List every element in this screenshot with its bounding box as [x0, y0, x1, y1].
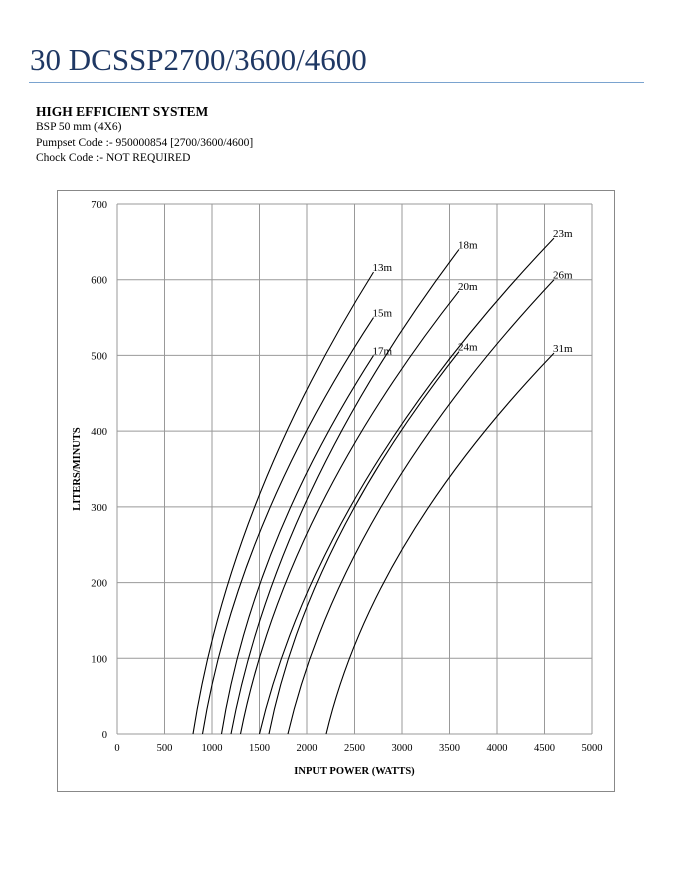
chart-frame [57, 190, 615, 792]
series-line-31m [325, 352, 555, 735]
y-axis-label: LITERS/MINUTS [72, 427, 83, 511]
series-label: 13m [373, 262, 393, 274]
x-tick-label: 3000 [392, 743, 413, 754]
x-tick-label: 500 [157, 743, 173, 754]
series-label: 26m [553, 270, 573, 282]
x-tick-label: 5000 [582, 743, 603, 754]
x-tick-label: 0 [114, 743, 119, 754]
series-label: 15m [373, 308, 393, 320]
x-tick-label: 4500 [534, 743, 555, 754]
series-label: 20m [458, 281, 478, 293]
x-tick-label: 2500 [344, 743, 365, 754]
series-label: 31m [553, 343, 573, 355]
series-label: 24m [458, 342, 478, 354]
series-line-13m [192, 271, 374, 735]
series-line-15m [201, 317, 374, 735]
series-line-26m [287, 279, 555, 735]
series-line-20m [239, 290, 460, 735]
y-tick-label: 500 [91, 351, 107, 362]
x-tick-label: 1500 [249, 743, 270, 754]
y-tick-label: 100 [91, 654, 107, 665]
series-line-23m [258, 237, 555, 735]
page-title: 30 DCSSP2700/3600/4600 [30, 42, 367, 77]
series-line-24m [268, 351, 460, 735]
spec-info: HIGH EFFICIENT SYSTEM BSP 50 mm (4X6) Pu… [36, 104, 253, 167]
x-tick-label: 1000 [202, 743, 223, 754]
x-tick-label: 4000 [487, 743, 508, 754]
series-label: 17m [373, 345, 393, 357]
x-tick-label: 3500 [439, 743, 460, 754]
title-divider [29, 82, 644, 83]
series-label: 18m [458, 239, 478, 251]
system-heading: HIGH EFFICIENT SYSTEM [36, 104, 209, 119]
series-label: 23m [553, 228, 573, 240]
x-axis-label: INPUT POWER (WATTS) [294, 766, 415, 777]
y-tick-label: 0 [102, 730, 107, 741]
y-tick-label: 700 [91, 200, 107, 211]
y-tick-label: 300 [91, 503, 107, 514]
bsp-size: BSP 50 mm (4X6) [36, 121, 122, 133]
x-tick-label: 2000 [297, 743, 318, 754]
y-tick-label: 400 [91, 427, 107, 438]
pumpset-code: Pumpset Code :- 950000854 [2700/3600/460… [36, 136, 254, 149]
y-tick-label: 600 [91, 276, 107, 287]
y-tick-label: 200 [91, 579, 107, 590]
chock-code: Chock Code :- NOT REQUIRED [36, 152, 191, 164]
series-line-18m [230, 249, 460, 735]
series-line-17m [220, 355, 374, 735]
